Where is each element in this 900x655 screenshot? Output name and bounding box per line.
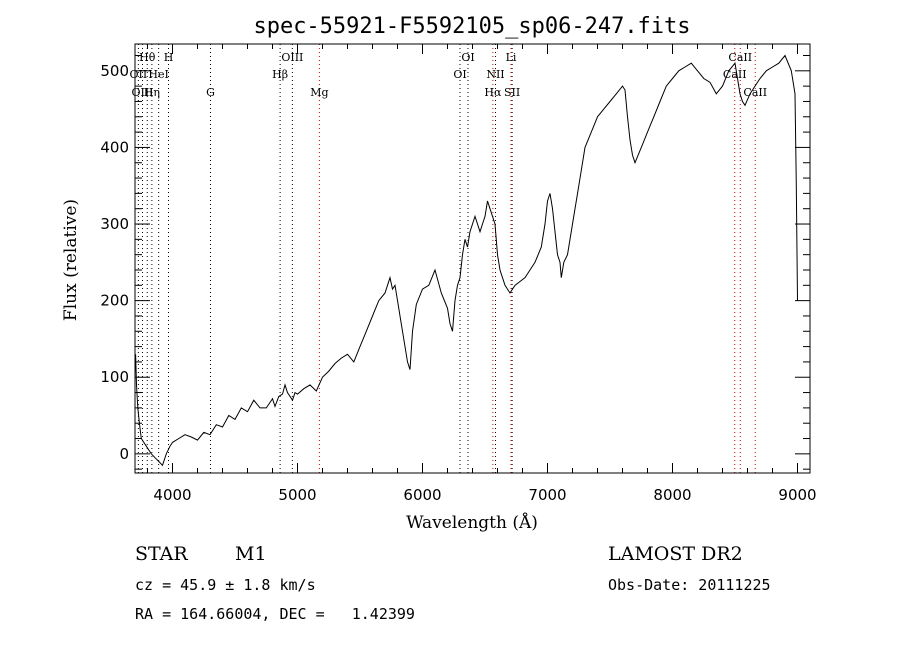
x-tick-label: 6000 <box>403 486 441 504</box>
chart-title: spec-55921-F5592105_sp06-247.fits <box>253 14 690 39</box>
spectral-line-label: OIII <box>281 51 303 64</box>
spectral-line-label: Mg <box>310 86 328 99</box>
spectral-line-label: SII <box>504 86 520 99</box>
plot-frame <box>134 43 811 474</box>
spectral-line-label: OIII <box>131 86 153 99</box>
y-tick-label: 400 <box>100 138 129 156</box>
redshift-text: cz = 45.9 ± 1.8 km/s <box>135 576 316 594</box>
coordinates-text: RA = 164.66004, DEC = 1.42399 <box>135 605 415 623</box>
spectral-line-label: NII <box>486 68 504 81</box>
x-tick-label: 4000 <box>153 486 191 504</box>
x-tick-label: 8000 <box>653 486 691 504</box>
y-tick-label: 0 <box>119 445 129 463</box>
x-tick-label: 5000 <box>278 486 316 504</box>
spectral-line-label: Li <box>506 51 517 64</box>
obs-date-text: Obs-Date: 20111225 <box>608 576 771 594</box>
spectral-line-label: Hβ <box>272 68 288 81</box>
spectral-line-label: HeI <box>148 68 168 81</box>
spectral-line-label: CaII <box>743 86 767 99</box>
spectral-line-label: Hθ <box>139 51 156 64</box>
x-tick-label: 7000 <box>528 486 566 504</box>
x-axis-label: Wavelength (Å) <box>406 512 538 533</box>
survey-label: LAMOST DR2 <box>608 543 743 565</box>
spectral-line-label: CaII <box>728 51 752 64</box>
spectral-line-label: H <box>164 51 174 64</box>
spectral-line-label: OI <box>461 51 474 64</box>
x-tick-label: 9000 <box>778 486 816 504</box>
spectral-line-label: OI <box>453 68 466 81</box>
spectral-line-label: Hη <box>144 86 160 99</box>
spectral-line-label: OII <box>130 68 148 81</box>
class-label: STAR <box>135 543 188 565</box>
y-tick-label: 200 <box>100 292 129 310</box>
spectral-line-label: G <box>206 86 215 99</box>
flux-series-line <box>135 54 798 467</box>
subclass-label: M1 <box>235 543 267 565</box>
y-tick-label: 100 <box>100 368 129 386</box>
y-axis-label: Flux (relative) <box>61 199 81 321</box>
y-tick-label: 300 <box>100 215 129 233</box>
spectral-line-label: Hα <box>484 86 502 99</box>
spectral-line-label: CaII <box>723 68 747 81</box>
y-tick-label: 500 <box>100 62 129 80</box>
